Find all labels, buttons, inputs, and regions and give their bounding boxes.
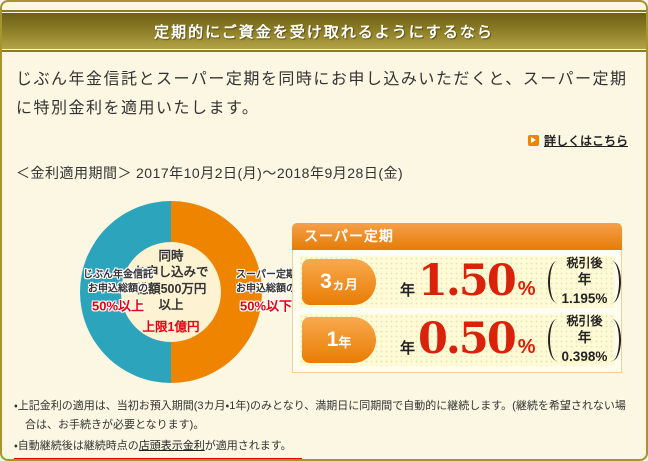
arrow-bullet-icon xyxy=(527,134,539,146)
donut-label-highlight: 50%以上 xyxy=(91,298,145,313)
term-number: 1 xyxy=(326,327,339,351)
donut-label-highlight: 50%以下 xyxy=(239,298,293,313)
header-banner-band: 定期的にご資金を受け取れるようにするなら xyxy=(2,13,646,49)
arrow-triangle-icon xyxy=(530,136,536,143)
rate-prefix: 年 xyxy=(400,282,416,300)
after-tax-value: 年0.398% xyxy=(561,330,608,364)
donut-center-line: お申し込みで xyxy=(133,265,209,280)
posted-rate-link[interactable]: 店頭表示金利 xyxy=(138,440,205,453)
footnote-2-prefix: ・自動継続後は継続時点の xyxy=(14,440,139,453)
after-tax-label: 税引後 xyxy=(566,256,603,271)
donut-label-line: お申込総額の xyxy=(236,283,296,294)
after-tax-group: 税引後 年0.398% xyxy=(547,313,622,366)
rate-period: ＜金利適用期間＞ 2017年10月2日(月)～2018年9月28日(金) xyxy=(16,163,632,183)
term-tag-3month: 3 ヵ月 xyxy=(302,258,376,305)
term-unit: 年 xyxy=(338,335,352,351)
footnote-2: ・自動継続後は継続時点の店頭表示金利が適用されます。 xyxy=(14,437,634,459)
percent-sign: % xyxy=(517,278,536,301)
term-number: 3 xyxy=(320,269,332,293)
paren-right-icon xyxy=(612,318,622,361)
rate-prefix: 年 xyxy=(400,340,416,358)
donut-center-line: 総額500万円 xyxy=(135,281,207,296)
donut-center-line: 同時 xyxy=(158,249,184,264)
after-tax-label: 税引後 xyxy=(566,314,603,329)
details-link-row: 詳しくはこちら xyxy=(20,132,628,149)
paren-left-icon xyxy=(547,318,557,361)
header-banner: 定期的にご資金を受け取れるようにするなら xyxy=(2,10,646,52)
rate-period-value: 2017年10月2日(月)～2018年9月28日(金) xyxy=(136,164,404,181)
campaign-infographic: 同時 お申し込みで 総額500万円 以上 上限1億円 じぶん年金信託 お申込総額… xyxy=(2,193,646,389)
super-teiki-rate-box: スーパー定期 3 ヵ月 年 1.50 % 税引後 年1 xyxy=(292,222,622,373)
donut-label-line: じぶん年金信託 xyxy=(83,269,153,280)
banner-title: 定期的にご資金を受け取れるようにするなら xyxy=(154,23,494,41)
donut-label-line: お申込総額の xyxy=(88,283,148,294)
donut-center: 同時 お申し込みで 総額500万円 以上 上限1億円 xyxy=(121,241,221,342)
footnote-2-suffix: が適用されます。 xyxy=(204,440,292,453)
donut-label-line: スーパー定期 xyxy=(236,269,296,280)
rate-value-group: 年 1.50 % xyxy=(400,260,536,303)
paren-left-icon xyxy=(547,260,557,303)
percent-sign: % xyxy=(517,336,536,359)
red-underline: ・自動継続後は継続時点の店頭表示金利が適用されます。 xyxy=(14,437,302,459)
rate-box-body: 3 ヵ月 年 1.50 % 税引後 年1.195% xyxy=(292,249,622,373)
donut-label-pension-trust: じぶん年金信託 お申込総額の 50%以上 xyxy=(62,268,174,315)
footnotes: ・上記金利の適用は、当初お預入期間(3カ月・1年)のみとなり、満期日に同期間で自… xyxy=(14,397,634,459)
after-tax-value: 年1.195% xyxy=(561,272,608,306)
rate-value-group: 年 0.50 % xyxy=(400,318,536,361)
rate-value: 0.50 xyxy=(418,314,517,365)
rate-value: 1.50 xyxy=(418,256,517,307)
donut-center-line: 以上 xyxy=(158,297,184,312)
details-link[interactable]: 詳しくはこちら xyxy=(543,133,628,148)
intro-text: じぶん年金信託とスーパー定期を同時にお申し込みいただくと、スーパー定期に特別金利… xyxy=(16,71,628,117)
rate-period-label: ＜金利適用期間＞ xyxy=(16,164,132,181)
allocation-donut-chart: 同時 お申し込みで 総額500万円 以上 上限1億円 じぶん年金信託 お申込総額… xyxy=(80,200,296,383)
paren-right-icon xyxy=(612,260,622,303)
term-unit: ヵ月 xyxy=(331,277,358,293)
after-tax-text: 税引後 年0.398% xyxy=(557,313,613,366)
footnote-1: ・上記金利の適用は、当初お預入期間(3カ月・1年)のみとなり、満期日に同期間で自… xyxy=(14,399,626,431)
donut-center-limit: 上限1億円 xyxy=(142,320,200,335)
after-tax-text: 税引後 年1.195% xyxy=(557,255,613,308)
rate-row-3month: 3 ヵ月 年 1.50 % 税引後 年1.195% xyxy=(299,255,622,308)
donut-label-super-teiki: スーパー定期 お申込総額の 50%以下 xyxy=(216,268,316,315)
after-tax-group: 税引後 年1.195% xyxy=(547,255,622,308)
rate-box-title: スーパー定期 xyxy=(292,222,622,250)
